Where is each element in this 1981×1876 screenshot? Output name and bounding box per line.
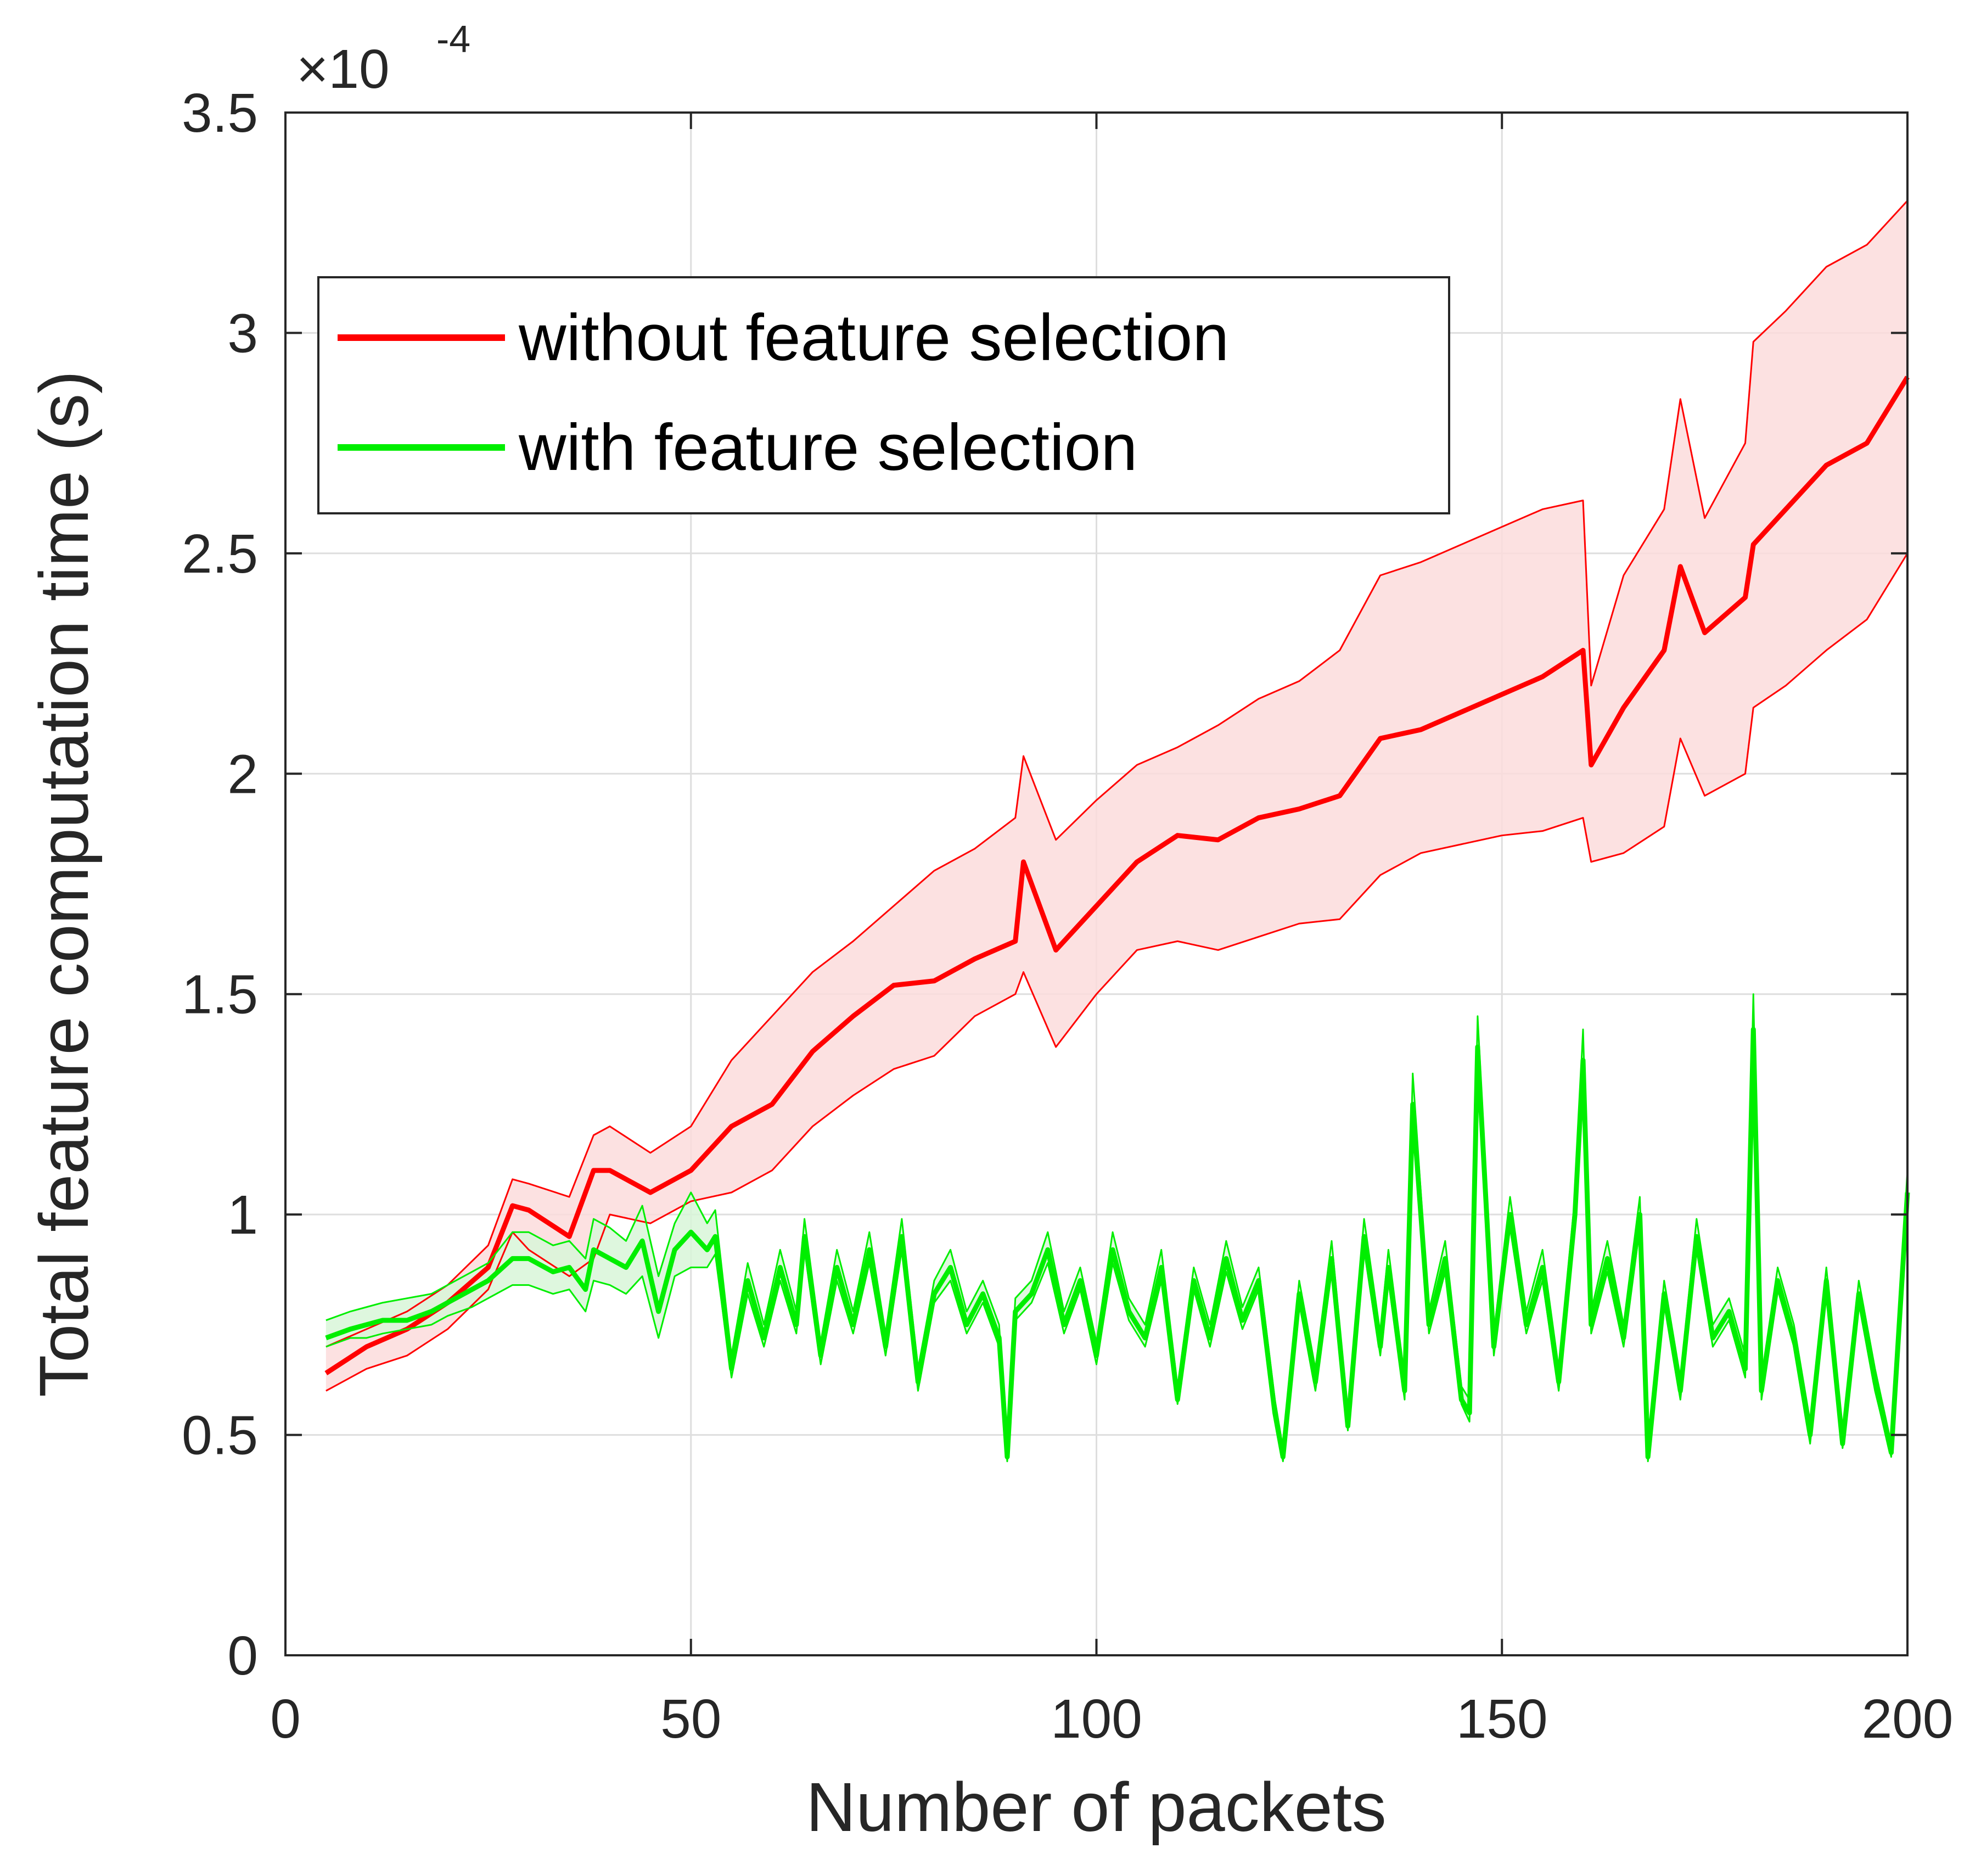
y-tick-label: 2.5	[182, 523, 258, 585]
y-tick-label: 1	[227, 1184, 258, 1246]
y-tick-label: 3.5	[182, 82, 258, 144]
y-tick-label: 1.5	[182, 964, 258, 1026]
y-tick-label: 0.5	[182, 1405, 258, 1466]
x-axis-label: Number of packets	[806, 1768, 1386, 1846]
y-axis-label: Total feature computation time (s)	[25, 371, 103, 1397]
upper-bound-without-feature-selection	[326, 200, 1909, 1348]
legend: without feature selection with feature s…	[317, 276, 1450, 514]
confidence-bands	[326, 200, 1907, 1461]
y-tick-label: 3	[227, 303, 258, 364]
y-tick-label: 0	[227, 1625, 258, 1687]
y-axis-exponent-base: ×10	[296, 38, 390, 100]
x-tick-label: 50	[660, 1688, 721, 1750]
band-without-feature-selection	[326, 200, 1907, 1391]
x-tick-label: 100	[1051, 1688, 1142, 1750]
x-tick-label: 150	[1456, 1688, 1548, 1750]
y-tick-label: 2	[227, 743, 258, 805]
x-tick-label: 0	[270, 1688, 301, 1750]
axis-ticks: 0 50 100 150 200 0 0.5 1 1.5 2 2.5 3 3.5	[182, 82, 1953, 1750]
y-axis-exponent-power: -4	[436, 18, 470, 60]
legend-label-without-feature-selection: without feature selection	[518, 301, 1229, 374]
mean-line-without-feature-selection	[324, 376, 1910, 1375]
lower-bound-without-feature-selection	[326, 553, 1909, 1392]
mean-line-with-feature-selection	[325, 1027, 1910, 1460]
legend-label-with-feature-selection: with feature selection	[518, 411, 1137, 484]
legend-box	[317, 276, 1450, 514]
series-lines	[324, 200, 1910, 1463]
band-with-feature-selection	[326, 994, 1907, 1461]
x-tick-label: 200	[1862, 1688, 1954, 1750]
